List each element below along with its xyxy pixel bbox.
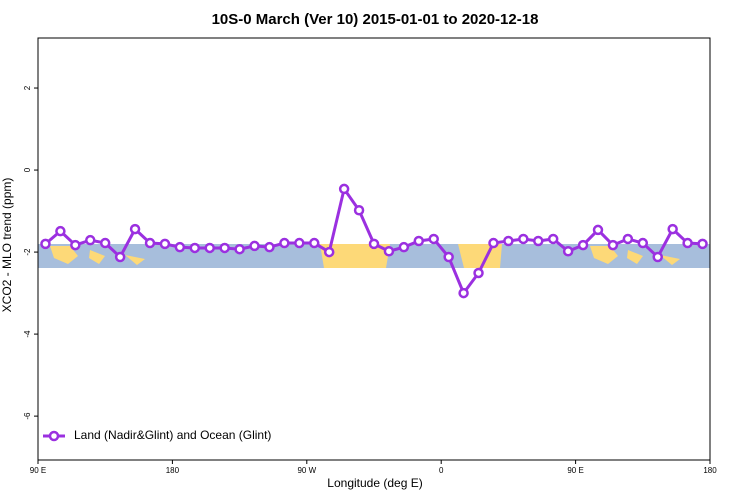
x-tick-label: 90 W	[297, 466, 316, 475]
point	[249, 240, 260, 252]
point	[204, 242, 215, 254]
point	[159, 238, 171, 250]
point	[413, 235, 425, 247]
point	[294, 237, 305, 249]
point	[264, 241, 275, 253]
y-tick-label: -6	[23, 412, 32, 420]
point	[234, 243, 245, 255]
point	[697, 238, 708, 250]
point	[368, 238, 380, 250]
point	[309, 237, 320, 249]
point	[398, 241, 410, 253]
point	[473, 267, 484, 279]
x-tick-label: 0	[439, 466, 444, 475]
point	[428, 233, 439, 245]
point	[383, 246, 395, 257]
point	[114, 251, 126, 263]
point	[443, 251, 454, 263]
point	[577, 239, 589, 251]
x-tick-label: 90 E	[30, 466, 46, 475]
y-tick-label: 2	[23, 85, 32, 90]
point	[70, 239, 81, 251]
point	[85, 234, 96, 246]
point	[667, 223, 678, 235]
point	[99, 237, 111, 249]
point	[592, 224, 604, 236]
legend-label: Land (Nadir&Glint) and Ocean (Glint)	[74, 428, 271, 442]
y-tick-label: 0	[23, 167, 32, 172]
point	[338, 183, 350, 195]
point	[40, 238, 51, 250]
point	[637, 237, 649, 249]
point	[488, 237, 499, 249]
point	[652, 251, 663, 263]
point	[503, 235, 514, 247]
x-tick-label: 90 E	[567, 466, 583, 475]
point	[607, 239, 619, 251]
point	[518, 233, 529, 245]
point	[458, 287, 469, 299]
point	[533, 235, 544, 247]
point	[682, 237, 693, 249]
point	[323, 246, 335, 258]
point	[55, 225, 66, 237]
chart-title: 10S-0 March (Ver 10) 2015-01-01 to 2020-…	[212, 11, 539, 28]
point	[279, 237, 290, 249]
x-tick-label: 180	[703, 466, 717, 475]
y-tick-label: -2	[23, 248, 32, 256]
point	[622, 233, 634, 245]
point	[144, 237, 156, 249]
legend-marker	[48, 430, 60, 442]
point	[547, 233, 559, 245]
x-axis-label: Longitude (deg E)	[327, 476, 422, 490]
x-tick-label: 180	[166, 466, 180, 475]
point	[562, 246, 574, 257]
point	[189, 242, 201, 254]
point	[219, 242, 230, 254]
point	[174, 241, 186, 253]
y-axis-label: XCO2 - MLO trend (ppm)	[0, 178, 14, 313]
point	[129, 223, 141, 235]
plot-frame	[37, 37, 711, 461]
point	[353, 204, 365, 216]
y-tick-label: -4	[23, 330, 32, 338]
